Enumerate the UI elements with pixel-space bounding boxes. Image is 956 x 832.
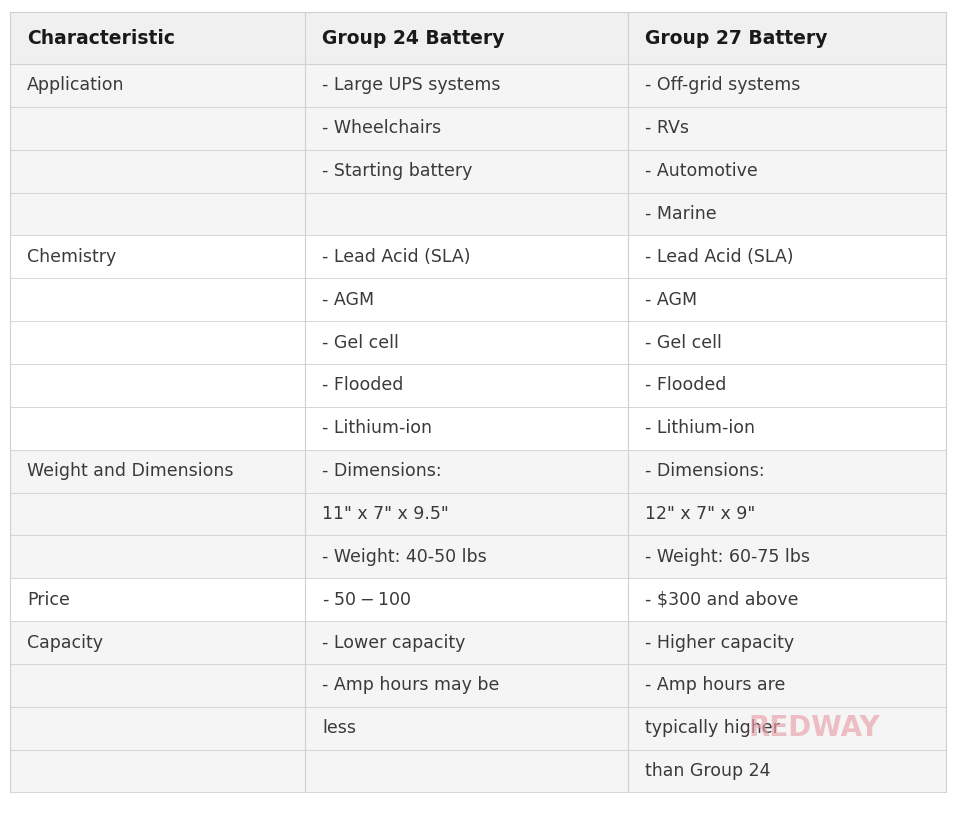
Text: - Wheelchairs: - Wheelchairs: [322, 119, 441, 137]
Text: - Lead Acid (SLA): - Lead Acid (SLA): [322, 248, 470, 266]
Text: - Weight: 40-50 lbs: - Weight: 40-50 lbs: [322, 547, 487, 566]
Text: - Off-grid systems: - Off-grid systems: [645, 77, 800, 95]
Text: typically higher: typically higher: [645, 719, 780, 737]
Text: - Flooded: - Flooded: [322, 376, 403, 394]
Bar: [10, 192, 946, 235]
Text: - Higher capacity: - Higher capacity: [645, 633, 794, 651]
Bar: [10, 64, 946, 106]
Text: - Lead Acid (SLA): - Lead Acid (SLA): [645, 248, 793, 266]
Bar: [10, 750, 946, 792]
Text: - Dimensions:: - Dimensions:: [322, 462, 442, 480]
Text: - Lower capacity: - Lower capacity: [322, 633, 466, 651]
Text: Group 27 Battery: Group 27 Battery: [645, 29, 828, 47]
Text: - $50-$100: - $50-$100: [322, 591, 411, 609]
Text: - Amp hours are: - Amp hours are: [645, 676, 786, 695]
Text: 11" x 7" x 9.5": 11" x 7" x 9.5": [322, 505, 448, 523]
Text: REDWAY: REDWAY: [749, 714, 880, 742]
Text: - Marine: - Marine: [645, 205, 717, 223]
Text: Application: Application: [27, 77, 124, 95]
Bar: [10, 12, 946, 64]
Text: - AGM: - AGM: [645, 290, 697, 309]
Bar: [10, 150, 946, 192]
Bar: [10, 536, 946, 578]
Text: Capacity: Capacity: [27, 633, 102, 651]
Bar: [10, 706, 946, 750]
Text: - RVs: - RVs: [645, 119, 689, 137]
Text: Group 24 Battery: Group 24 Battery: [322, 29, 505, 47]
Text: - Gel cell: - Gel cell: [322, 334, 399, 352]
Text: - Gel cell: - Gel cell: [645, 334, 722, 352]
Text: - Lithium-ion: - Lithium-ion: [322, 419, 432, 438]
Bar: [10, 235, 946, 278]
Text: - Flooded: - Flooded: [645, 376, 727, 394]
Bar: [10, 364, 946, 407]
Bar: [10, 106, 946, 150]
Text: - AGM: - AGM: [322, 290, 374, 309]
Text: - Automotive: - Automotive: [645, 162, 758, 181]
Bar: [10, 407, 946, 449]
Bar: [10, 664, 946, 706]
Text: Weight and Dimensions: Weight and Dimensions: [27, 462, 233, 480]
Text: - Amp hours may be: - Amp hours may be: [322, 676, 499, 695]
Text: than Group 24: than Group 24: [645, 762, 771, 780]
Text: - Starting battery: - Starting battery: [322, 162, 472, 181]
Text: - Lithium-ion: - Lithium-ion: [645, 419, 755, 438]
Bar: [10, 493, 946, 536]
Text: - Large UPS systems: - Large UPS systems: [322, 77, 500, 95]
Bar: [10, 278, 946, 321]
Bar: [10, 449, 946, 493]
Text: - Weight: 60-75 lbs: - Weight: 60-75 lbs: [645, 547, 810, 566]
Text: 12" x 7" x 9": 12" x 7" x 9": [645, 505, 755, 523]
Text: Characteristic: Characteristic: [27, 29, 175, 47]
Bar: [10, 321, 946, 364]
Bar: [10, 621, 946, 664]
Bar: [10, 578, 946, 621]
Text: - $300 and above: - $300 and above: [645, 591, 798, 609]
Text: - Dimensions:: - Dimensions:: [645, 462, 765, 480]
Text: Price: Price: [27, 591, 70, 609]
Text: Chemistry: Chemistry: [27, 248, 116, 266]
Text: less: less: [322, 719, 356, 737]
